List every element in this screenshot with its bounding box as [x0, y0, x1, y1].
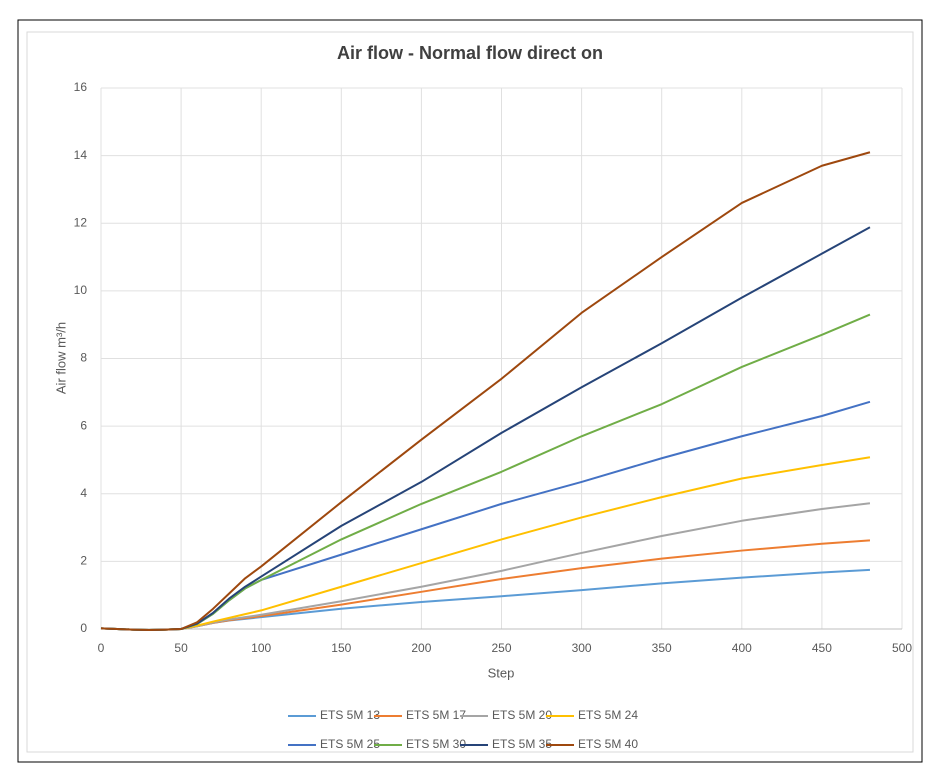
y-tick-label: 10 [74, 283, 88, 297]
y-axis-title: Air flow m³/h [53, 322, 68, 394]
chart-title: Air flow - Normal flow direct on [337, 43, 603, 63]
y-tick-label: 2 [80, 554, 87, 568]
y-tick-label: 0 [80, 621, 87, 635]
x-axis-title: Step [488, 665, 515, 680]
legend-label: ETS 5M 40 [578, 737, 638, 751]
y-tick-label: 12 [74, 215, 88, 229]
legend-label: ETS 5M 17 [406, 708, 466, 722]
y-tick-label: 4 [80, 486, 87, 500]
legend-label: ETS 5M 20 [492, 708, 552, 722]
x-tick-label: 200 [411, 641, 431, 655]
x-tick-label: 350 [652, 641, 672, 655]
x-tick-label: 0 [98, 641, 105, 655]
y-tick-label: 16 [74, 80, 88, 94]
legend-label: ETS 5M 13 [320, 708, 380, 722]
x-tick-label: 500 [892, 641, 912, 655]
legend-label: ETS 5M 30 [406, 737, 466, 751]
y-tick-label: 8 [80, 351, 87, 365]
chart-frame [26, 31, 914, 753]
x-tick-label: 100 [251, 641, 271, 655]
x-tick-label: 400 [732, 641, 752, 655]
series-line [100, 151, 871, 632]
legend-label: ETS 5M 25 [320, 737, 380, 751]
x-tick-label: 50 [174, 641, 188, 655]
legend-label: ETS 5M 35 [492, 737, 552, 751]
x-tick-label: 450 [812, 641, 832, 655]
y-tick-label: 14 [74, 148, 88, 162]
x-tick-label: 150 [331, 641, 351, 655]
y-tick-label: 6 [80, 418, 87, 432]
x-tick-label: 250 [491, 641, 511, 655]
legend-label: ETS 5M 24 [578, 708, 638, 722]
x-tick-label: 300 [572, 641, 592, 655]
